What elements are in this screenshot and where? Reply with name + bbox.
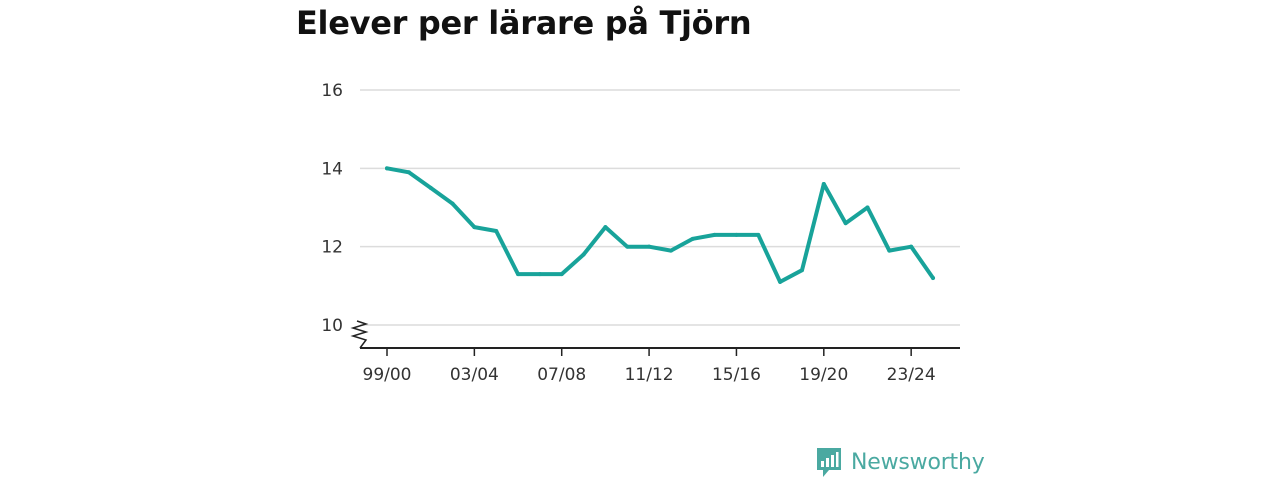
x-tick-label: 99/00 <box>363 365 412 385</box>
x-tick-label: 19/20 <box>799 365 848 385</box>
data-point <box>690 236 695 241</box>
y-axis-break-icon <box>350 320 369 349</box>
data-point <box>843 221 848 226</box>
data-point <box>385 166 389 171</box>
y-tick-label: 16 <box>321 81 343 101</box>
data-point <box>428 185 433 190</box>
x-tick-label: 11/12 <box>625 365 674 385</box>
data-point <box>603 225 608 230</box>
data-point <box>581 252 586 257</box>
data-point <box>647 244 652 249</box>
newsworthy-logo: Newsworthy <box>815 446 985 478</box>
data-point <box>931 276 935 280</box>
brand-name: Newsworthy <box>851 449 985 475</box>
y-tick-label: 10 <box>321 316 343 336</box>
series-layer <box>385 166 935 284</box>
data-point <box>821 182 826 186</box>
data-point <box>799 268 804 273</box>
data-point <box>625 244 630 249</box>
data-point <box>668 248 673 253</box>
series-line-0 <box>385 166 935 284</box>
data-point <box>865 205 870 210</box>
gridlines <box>360 89 960 326</box>
x-axis: 99/00 03/04 07/08 11/12 15/16 19/20 23/24 <box>360 347 960 385</box>
data-point <box>909 244 914 249</box>
data-point <box>712 232 717 237</box>
data-point <box>778 279 783 284</box>
newsworthy-logo-icon <box>817 448 841 477</box>
x-tick-label: 23/24 <box>887 365 936 385</box>
data-point <box>472 225 477 230</box>
data-point <box>537 272 542 277</box>
y-tick-label: 12 <box>321 238 343 258</box>
data-point <box>559 272 564 277</box>
data-point <box>494 229 499 233</box>
x-tick-label: 03/04 <box>450 365 499 385</box>
data-point <box>887 248 892 253</box>
data-point <box>734 232 739 237</box>
data-point <box>756 232 761 237</box>
y-axis-ticks: 10 12 14 16 <box>321 81 369 349</box>
data-point <box>516 272 521 277</box>
data-point <box>406 170 411 175</box>
x-tick-label: 07/08 <box>537 365 586 385</box>
y-tick-label: 14 <box>321 159 343 179</box>
data-point <box>450 201 455 206</box>
chart-title: Elever per lärare på Tjörn <box>296 4 752 42</box>
x-tick-label: 15/16 <box>712 365 761 385</box>
